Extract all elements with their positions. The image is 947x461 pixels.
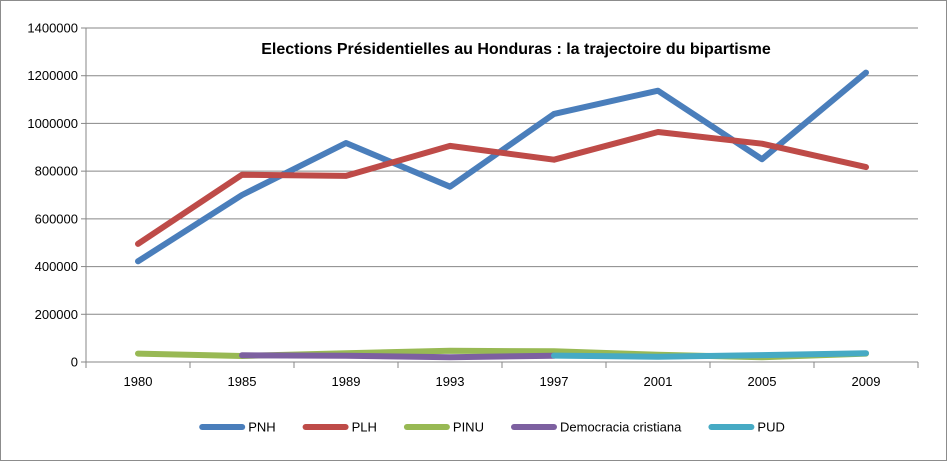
legend-label: PUD — [757, 420, 784, 435]
legend-label: PLH — [352, 420, 377, 435]
x-tick-label: 1993 — [436, 374, 465, 389]
legend-item: PINU — [403, 420, 484, 435]
x-tick-label: 1989 — [332, 374, 361, 389]
y-tick-label: 1000000 — [27, 116, 78, 131]
y-tick-label: 0 — [71, 355, 78, 370]
x-tick-label: 2009 — [852, 374, 881, 389]
legend-label: PINU — [453, 420, 484, 435]
gridlines — [86, 27, 918, 315]
legend-item: PUD — [708, 420, 785, 435]
y-tick-label: 200000 — [35, 307, 78, 322]
y-tick-labels: 0 200000 400000 600000 800000 1000000 1200000 1… — [27, 21, 78, 370]
x-tick-label: 2005 — [748, 374, 777, 389]
y-tick-label: 1400000 — [27, 21, 78, 36]
chart-title: Elections Présidentielles au Honduras : … — [261, 41, 771, 58]
x-tick-label: 1985 — [228, 374, 257, 389]
legend-label: Democracia cristiana — [560, 420, 682, 435]
x-tick-labels: 1980 1985 1989 1993 1997 2001 2005 2009 — [124, 374, 881, 389]
y-tick-label: 800000 — [35, 164, 78, 179]
legend-item: PLH — [302, 420, 377, 435]
x-tick-label: 1980 — [124, 374, 153, 389]
series-lines — [135, 69, 869, 361]
y-tick-label: 1200000 — [27, 68, 78, 83]
legend-item: Democracia cristiana — [511, 420, 682, 435]
series-line-pud — [551, 350, 869, 360]
axes — [81, 27, 919, 368]
x-tick-label: 2001 — [644, 374, 673, 389]
legend-item: PNH — [199, 420, 276, 435]
legend-label: PNH — [248, 420, 275, 435]
legend: PNH PLH PINU Democracia cristiana PUD — [199, 420, 785, 435]
series-line-plh — [135, 129, 869, 247]
x-tick-label: 1997 — [540, 374, 569, 389]
y-tick-label: 600000 — [35, 211, 78, 226]
series-line-pnh — [135, 69, 869, 265]
series-line-democracia-cristiana — [239, 352, 557, 361]
y-tick-label: 400000 — [35, 259, 78, 274]
